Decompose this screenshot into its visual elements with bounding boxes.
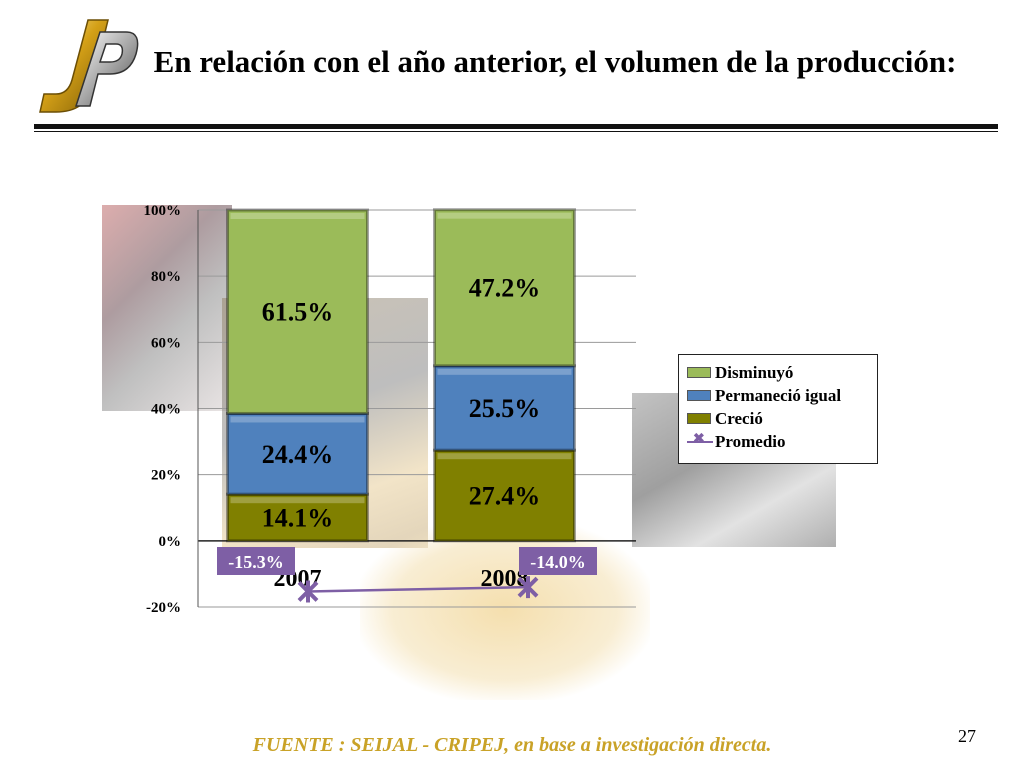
bars	[226, 208, 576, 543]
legend-label-disminuyo: Disminuyó	[715, 362, 794, 382]
average-label-box	[217, 547, 295, 575]
bar-highlight	[230, 497, 365, 504]
bar-segment	[433, 208, 576, 368]
background-photo-corn	[360, 520, 650, 700]
bar-highlight	[230, 213, 365, 219]
bar-highlight	[437, 212, 572, 219]
legend-swatch-permanecio	[687, 390, 711, 401]
average-data-label: -14.0%	[530, 552, 586, 572]
bar-highlight	[437, 453, 572, 460]
average-label-box	[519, 547, 597, 575]
average-data-label: -15.3%	[228, 552, 284, 572]
legend-label-promedio: Promedio	[715, 431, 786, 451]
chart-legend: Disminuyó Permaneció igual Creció Promed…	[678, 354, 878, 464]
background-photo-woman	[102, 205, 232, 411]
y-tick-label: 40%	[151, 402, 181, 418]
average-series-line	[307, 585, 529, 593]
legend-item-disminuyo: Disminuyó	[687, 361, 869, 384]
data-label: 47.2%	[469, 274, 541, 303]
legend-label-permanecio: Permaneció igual	[715, 385, 842, 405]
bar-segment	[433, 364, 576, 452]
data-label: 24.4%	[262, 440, 334, 469]
legend-label-crecio: Creció	[715, 408, 763, 428]
legend-swatch-crecio	[687, 413, 711, 424]
source-note: FUENTE : SEIJAL - CRIPEJ, en base a inve…	[252, 734, 772, 756]
bar-segment	[226, 208, 369, 415]
y-tick-label: 60%	[151, 335, 181, 351]
page-title: En relación con el año anterior, el volu…	[153, 44, 957, 79]
data-label: 25.5%	[469, 394, 541, 423]
average-line: -15.3% -14.0%	[217, 547, 597, 603]
bar-segment	[226, 411, 369, 496]
title-divider-thin	[34, 131, 998, 132]
y-axis: -20% 0% 20% 40% 60% 80% 100%	[144, 203, 199, 616]
legend-item-crecio: Creció	[687, 407, 869, 430]
average-point-marker	[517, 576, 539, 599]
average-point-marker	[297, 580, 319, 603]
legend-marker-promedio	[687, 431, 713, 449]
bar-highlight	[230, 416, 365, 423]
y-tick-label: 100%	[144, 203, 182, 219]
y-tick-label: -20%	[146, 600, 181, 616]
data-label: 14.1%	[262, 504, 334, 533]
jp-logo	[39, 19, 139, 113]
y-tick-label: 20%	[151, 468, 181, 484]
legend-swatch-disminuyo	[687, 367, 711, 378]
page-number: 27	[958, 726, 976, 746]
legend-item-promedio: Promedio	[687, 430, 869, 453]
data-label: 61.5%	[262, 298, 334, 327]
bar-segment	[226, 492, 369, 543]
bar-highlight	[437, 368, 572, 375]
data-label: 27.4%	[469, 482, 541, 511]
y-tick-label: 80%	[151, 269, 181, 285]
legend-item-permanecio: Permaneció igual	[687, 384, 869, 407]
y-tick-label: 0%	[159, 534, 182, 550]
title-divider	[34, 124, 998, 129]
